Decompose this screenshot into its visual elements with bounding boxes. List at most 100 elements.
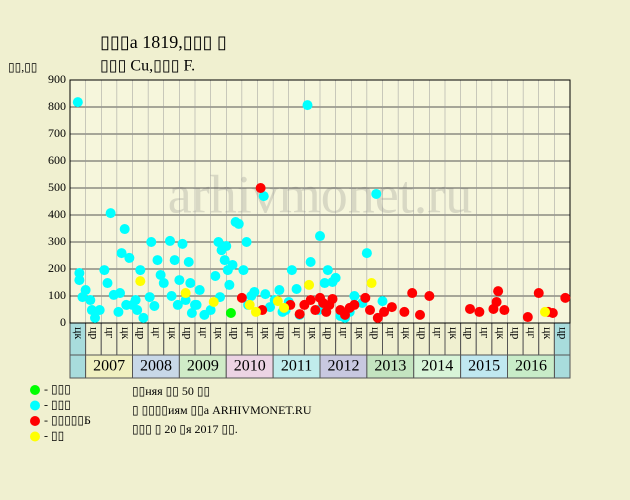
point bbox=[113, 306, 124, 317]
point bbox=[272, 296, 283, 307]
period-label: цр bbox=[228, 327, 242, 339]
point bbox=[238, 265, 249, 276]
point bbox=[372, 312, 383, 323]
point bbox=[174, 275, 185, 286]
legend-marker bbox=[30, 431, 40, 442]
legend-label: - ▯▯▯▯▯Б bbox=[44, 413, 91, 427]
point bbox=[305, 256, 316, 267]
period-label: цг bbox=[525, 327, 539, 338]
point bbox=[265, 302, 275, 313]
period-label: цг bbox=[338, 327, 352, 338]
period-label: цг bbox=[478, 327, 492, 338]
y-tick-label: 800 bbox=[48, 99, 66, 113]
period-label: цр bbox=[510, 327, 524, 339]
point bbox=[146, 237, 157, 247]
point bbox=[177, 238, 188, 249]
period-label: цк bbox=[447, 327, 461, 339]
point bbox=[158, 278, 169, 289]
point bbox=[80, 285, 91, 296]
period-label: цр bbox=[88, 327, 102, 339]
point bbox=[305, 295, 316, 306]
period-label: цг bbox=[197, 327, 211, 338]
legend-label: - ▯▯▯ bbox=[44, 382, 71, 396]
period-label: цр bbox=[275, 327, 289, 339]
point bbox=[165, 235, 175, 246]
period-label: цк bbox=[119, 327, 133, 339]
point bbox=[491, 296, 502, 307]
point bbox=[116, 248, 127, 259]
point bbox=[124, 252, 135, 263]
plot-border bbox=[69, 79, 571, 324]
period-label: цр bbox=[556, 327, 570, 339]
period-label: цк bbox=[72, 327, 86, 339]
period-label: цк bbox=[166, 327, 180, 339]
year-label: 2016 bbox=[515, 358, 547, 375]
year-label: 2007 bbox=[93, 358, 125, 375]
point bbox=[319, 278, 330, 289]
point bbox=[105, 208, 116, 219]
point bbox=[249, 286, 260, 297]
point bbox=[221, 241, 232, 252]
year-cell bbox=[507, 354, 555, 379]
year-label: 2009 bbox=[187, 358, 219, 375]
year-label: 2015 bbox=[468, 358, 500, 375]
period-label: цк bbox=[353, 327, 367, 339]
point bbox=[241, 237, 252, 247]
point bbox=[255, 183, 266, 193]
y-tick-label: 300 bbox=[48, 234, 66, 248]
point bbox=[135, 265, 146, 276]
point bbox=[180, 288, 191, 299]
year-band-edge bbox=[69, 354, 87, 379]
period-label: цг bbox=[431, 327, 445, 338]
legend-label: - ▯▯ bbox=[44, 428, 64, 442]
point bbox=[322, 265, 333, 276]
point bbox=[366, 278, 377, 289]
point bbox=[330, 272, 341, 283]
y-tick-label: 600 bbox=[48, 153, 66, 167]
point bbox=[132, 305, 143, 316]
period-label: цг bbox=[103, 327, 117, 338]
point bbox=[522, 312, 533, 323]
note: ▯▯няя ▯▯ 50 ▯▯ bbox=[132, 384, 210, 398]
point bbox=[315, 231, 325, 242]
point bbox=[130, 295, 141, 306]
legend-label: - ▯▯▯ bbox=[44, 397, 71, 411]
note: ▯▯▯ ▯ 20 ▯я 2017 ▯▯. bbox=[132, 422, 238, 436]
point bbox=[386, 302, 397, 313]
y-axis-label: ▯▯,▯▯ bbox=[8, 60, 37, 74]
point bbox=[233, 218, 244, 229]
point bbox=[379, 306, 390, 317]
point bbox=[291, 283, 302, 294]
year-label: 2013 bbox=[374, 358, 406, 375]
period-label: цг bbox=[150, 327, 164, 338]
point bbox=[72, 97, 83, 108]
period-label: цг bbox=[291, 327, 305, 338]
point bbox=[219, 255, 230, 266]
period-label: цр bbox=[416, 327, 430, 339]
point bbox=[294, 309, 305, 320]
point bbox=[286, 265, 297, 276]
point bbox=[183, 256, 194, 267]
point bbox=[224, 279, 235, 290]
year-label: 2014 bbox=[421, 358, 453, 375]
point bbox=[115, 288, 125, 299]
point bbox=[349, 299, 360, 310]
point bbox=[560, 292, 571, 303]
point bbox=[499, 305, 510, 316]
point bbox=[474, 306, 485, 317]
period-label: цк bbox=[494, 327, 508, 339]
point bbox=[149, 300, 160, 311]
year-label: 2012 bbox=[327, 358, 359, 375]
point bbox=[533, 288, 544, 299]
point bbox=[250, 306, 261, 317]
period-label: цк bbox=[541, 327, 555, 339]
point bbox=[361, 248, 372, 259]
point bbox=[102, 278, 113, 289]
point bbox=[186, 308, 197, 319]
y-tick-label: 200 bbox=[48, 261, 66, 275]
point bbox=[304, 279, 315, 290]
point bbox=[227, 259, 238, 270]
point bbox=[407, 288, 418, 299]
point bbox=[94, 305, 105, 316]
point bbox=[191, 299, 202, 310]
